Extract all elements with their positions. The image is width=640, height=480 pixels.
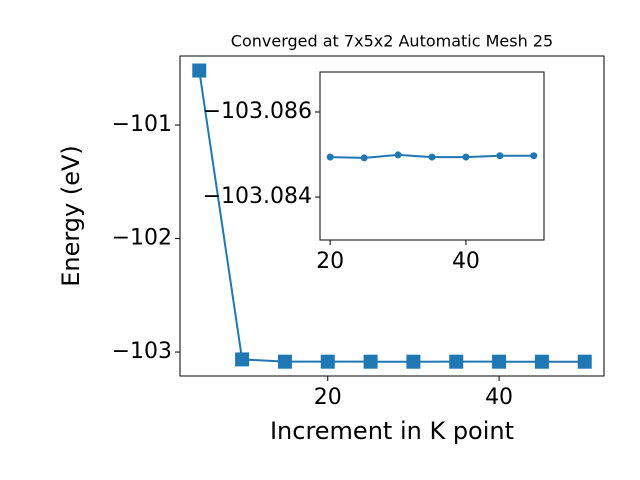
marker: [577, 354, 592, 369]
marker: [492, 354, 507, 369]
chart-title: Converged at 7x5x2 Automatic Mesh 25: [231, 32, 553, 51]
marker: [326, 153, 334, 161]
marker: [360, 154, 368, 162]
x-tick-label: 20: [316, 249, 344, 274]
y-tick-label: −102: [112, 226, 172, 251]
y-axis-label: Energy (eV): [57, 145, 85, 287]
x-tick-label: 20: [314, 385, 342, 410]
y-tick-label: −101: [112, 112, 172, 137]
marker: [530, 152, 538, 160]
x-tick-label: 40: [485, 385, 513, 410]
y-tick-label: −103: [112, 339, 172, 364]
series-line: [198, 70, 585, 363]
marker: [192, 63, 207, 78]
marker: [462, 153, 470, 161]
marker: [277, 354, 292, 369]
marker: [394, 151, 402, 159]
x-tick-label: 40: [452, 249, 480, 274]
marker: [235, 352, 250, 367]
axes-frame: [179, 55, 605, 377]
y-tick-label: −103.086: [203, 99, 312, 124]
y-tick-label: −103.084: [203, 184, 312, 209]
marker: [428, 153, 436, 161]
marker: [406, 354, 421, 369]
marker: [363, 354, 378, 369]
axes-frame: [319, 71, 545, 241]
marker: [534, 354, 549, 369]
marker: [320, 354, 335, 369]
marker: [449, 354, 464, 369]
x-axis-label: Increment in K point: [270, 417, 514, 445]
marker: [496, 152, 504, 160]
